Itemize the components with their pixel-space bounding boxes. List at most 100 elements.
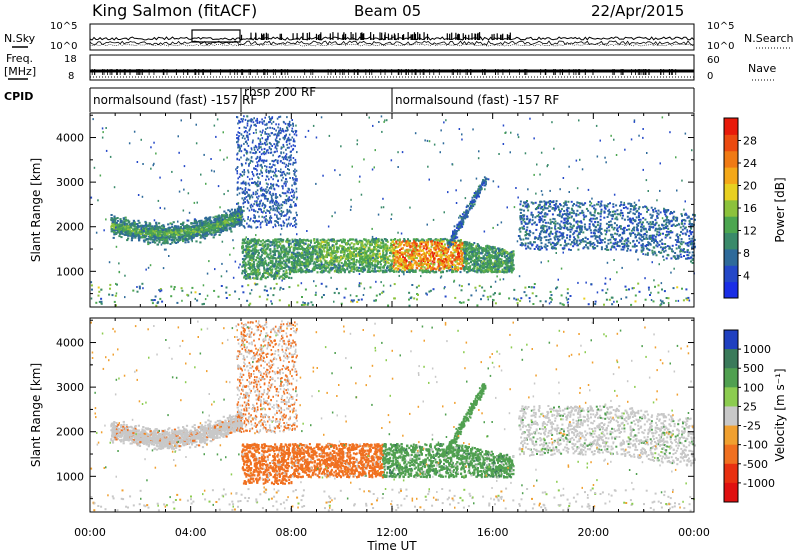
patch-cell: [421, 261, 424, 264]
arc-cell: [115, 233, 118, 235]
patch-cell: [465, 258, 468, 261]
patch-cell: [295, 266, 298, 269]
arc-cell: [223, 219, 226, 222]
ground-scatter-cell: [498, 292, 501, 295]
spread-cell: [268, 121, 270, 124]
spread-cell: [241, 215, 244, 218]
arc-cell: [144, 230, 147, 233]
arc-cell: [164, 228, 167, 231]
spread-cell: [270, 151, 273, 154]
patch-cell: [271, 241, 274, 244]
nsearch-trace: [89, 40, 695, 46]
ground-scatter-cell: [97, 286, 100, 289]
arc-cell: [231, 214, 234, 217]
spread-cell: [248, 163, 250, 165]
arc-cell: [223, 217, 226, 220]
spread-cell: [259, 226, 262, 229]
spread-cell: [249, 128, 251, 131]
spread-cell: [291, 136, 294, 139]
arc-cell: [205, 219, 208, 222]
spread-cell: [251, 171, 253, 173]
arc-cell: [202, 232, 205, 234]
spread-cell: [295, 130, 298, 133]
spread-cell: [236, 188, 239, 191]
patch-cell: [281, 277, 284, 280]
patch-cell: [343, 268, 346, 271]
arc-cell: [158, 225, 161, 228]
arc-cell: [225, 215, 229, 218]
freq-tick-bottom: 8: [68, 71, 74, 82]
arc-cell: [217, 221, 220, 224]
patch-cell: [259, 258, 262, 261]
spread-cell: [271, 184, 274, 187]
spread-cell: [288, 125, 291, 128]
arc-cell: [153, 227, 156, 230]
spread-cell: [260, 186, 263, 189]
spread-cell: [287, 222, 290, 225]
spread-cell: [286, 180, 288, 183]
patch-cell: [385, 250, 388, 253]
spread-cell: [277, 204, 279, 207]
spread-cell: [295, 211, 298, 214]
spread-cell: [269, 163, 271, 165]
arc-cell: [135, 229, 138, 231]
patch-cell: [248, 273, 251, 276]
spread-cell: [245, 126, 247, 129]
spread-cell: [268, 146, 271, 149]
ground-scatter-cell: [90, 284, 93, 287]
patch-cell: [361, 248, 364, 251]
spread-cell: [247, 182, 250, 185]
patch-cell: [326, 252, 328, 255]
spread-cell: [284, 157, 287, 160]
spread-cell: [249, 219, 251, 222]
spread-cell: [294, 220, 296, 223]
patch-cell: [256, 270, 259, 274]
patch-cell: [322, 240, 325, 244]
spread-cell: [284, 165, 287, 168]
noise-left-tick-bottom: 10^0: [50, 41, 77, 52]
patch-cell: [359, 239, 361, 242]
spread-cell: [236, 116, 239, 119]
spread-cell: [248, 184, 251, 187]
patch-cell: [361, 255, 364, 258]
ground-scatter-cell: [358, 285, 361, 288]
ground-scatter-cell: [325, 285, 328, 288]
arc-cell: [126, 232, 129, 235]
spread-cell: [243, 169, 245, 171]
spread-cell: [243, 191, 245, 194]
ground-scatter-cell: [460, 301, 463, 304]
patch-cell: [262, 252, 265, 255]
patch-cell: [273, 244, 276, 247]
arc-cell: [121, 226, 124, 229]
spread-cell: [244, 189, 246, 192]
spread-cell: [252, 181, 254, 184]
patch-cell: [368, 262, 371, 265]
arc-cell: [169, 222, 172, 225]
arc-cell: [189, 230, 193, 232]
spread-cell: [250, 124, 252, 127]
arc-cell: [116, 228, 119, 231]
arc-cell: [167, 235, 171, 238]
patch-cell: [342, 263, 345, 266]
ground-scatter-cell: [263, 289, 266, 292]
spread-cell: [253, 181, 256, 184]
arc-cell: [195, 231, 198, 234]
arc-cell: [166, 240, 169, 243]
arc-cell: [149, 231, 153, 233]
patch-cell: [315, 266, 318, 270]
arc-cell: [161, 234, 164, 237]
spread-cell: [267, 183, 269, 186]
spread-cell: [267, 170, 270, 173]
spread-cell: [251, 177, 253, 180]
arc-cell: [171, 241, 174, 244]
patch-cell: [461, 243, 464, 246]
spread-cell: [264, 141, 266, 144]
patch-cell: [243, 242, 246, 245]
patch-cell: [428, 259, 431, 262]
spread-cell: [294, 178, 296, 181]
patch-cell: [364, 246, 367, 249]
patch-cell: [379, 252, 381, 255]
spread-cell: [267, 136, 269, 138]
arc-cell: [168, 237, 171, 240]
spread-cell: [294, 129, 297, 132]
